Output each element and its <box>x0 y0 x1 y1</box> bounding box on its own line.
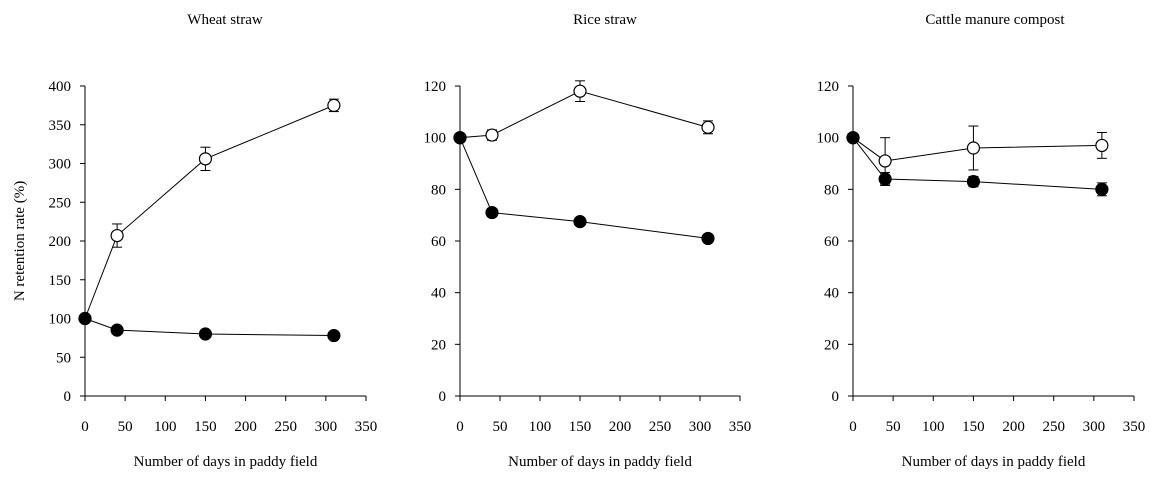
y-tick-label: 250 <box>49 195 72 211</box>
series-line <box>459 137 709 239</box>
chart-panel-2: Rice straw 0 20 40 60 80 100 120 0 50 100 150 200 250… <box>424 12 752 470</box>
chart-panel-1: Wheat straw 0 50 100 150 200 250 300 350 400 0 50 10… <box>12 12 377 470</box>
x-tick-label: 50 <box>493 419 508 435</box>
x-tick-label: 100 <box>922 419 945 435</box>
chart-title: Cattle manure compost <box>925 12 1065 28</box>
data-point-filled <box>846 131 860 145</box>
data-point-filled <box>198 327 213 341</box>
data-point-open <box>573 84 587 98</box>
series-line <box>852 137 1102 162</box>
y-tick-label: 300 <box>49 157 72 173</box>
y-axis-label: N retention rate (%) <box>12 181 28 301</box>
y-tick-label: 400 <box>49 79 72 95</box>
data-point-filled <box>701 231 715 246</box>
x-tick-label: 100 <box>154 419 177 435</box>
x-tick-label: 50 <box>118 419 133 435</box>
y-tick-label: 40 <box>824 286 839 302</box>
data-point-open <box>327 98 341 112</box>
series-line <box>852 137 1102 190</box>
series-line <box>84 318 334 337</box>
series-filled <box>453 131 715 246</box>
x-tick-label: 100 <box>529 419 552 435</box>
x-axis-label: Number of days in paddy field <box>134 454 318 470</box>
x-tick-label: 200 <box>1002 419 1025 435</box>
data-point-filled <box>78 311 92 326</box>
y-tick-label: 80 <box>824 182 839 198</box>
x-tick-label: 150 <box>194 419 217 435</box>
data-point-open <box>198 152 213 166</box>
y-tick-label: 20 <box>431 337 446 353</box>
y-tick-label: 40 <box>431 286 446 302</box>
series-line <box>459 90 709 139</box>
x-tick-label: 0 <box>81 419 89 435</box>
x-axis-label: Number of days in paddy field <box>508 454 692 470</box>
data-point-open <box>110 228 124 243</box>
y-tick-label: 100 <box>424 131 447 147</box>
data-point-open <box>701 120 715 134</box>
x-tick-label: 350 <box>355 419 378 435</box>
data-point-open <box>485 128 499 142</box>
series-open <box>453 80 715 145</box>
y-tick-label: 0 <box>64 389 72 405</box>
x-tick-label: 0 <box>456 419 464 435</box>
data-point-filled <box>485 205 499 220</box>
data-point-filled <box>453 131 467 145</box>
y-tick-label: 120 <box>817 79 840 95</box>
x-tick-label: 300 <box>1083 419 1106 435</box>
x-axis-label: Number of days in paddy field <box>902 454 1086 470</box>
x-tick-label: 350 <box>1123 419 1146 435</box>
chart-title: Rice straw <box>573 12 637 28</box>
data-point-open <box>878 154 892 168</box>
series-line <box>84 104 335 319</box>
series-filled <box>846 131 1109 197</box>
y-tick-label: 50 <box>56 350 71 366</box>
y-tick-label: 200 <box>49 234 72 250</box>
y-tick-label: 120 <box>424 79 447 95</box>
x-tick-label: 250 <box>274 419 297 435</box>
x-tick-label: 50 <box>886 419 901 435</box>
data-point-filled <box>966 174 981 189</box>
y-tick-label: 20 <box>824 337 839 353</box>
y-tick-label: 100 <box>49 312 72 328</box>
data-point-filled <box>878 172 892 186</box>
y-tick-label: 60 <box>824 234 839 250</box>
series-filled <box>78 311 341 343</box>
data-point-open <box>1095 138 1109 153</box>
series-open <box>78 98 341 326</box>
chart-title: Wheat straw <box>187 12 263 28</box>
y-tick-label: 80 <box>431 182 446 198</box>
x-tick-label: 250 <box>1042 419 1065 435</box>
y-tick-label: 0 <box>439 389 447 405</box>
x-tick-label: 250 <box>649 419 672 435</box>
x-tick-label: 0 <box>849 419 857 435</box>
x-tick-label: 300 <box>689 419 712 435</box>
data-point-filled <box>573 215 587 229</box>
chart-panel-3: Cattle manure compost 0 20 40 60 80 100 120 0 50 1… <box>817 12 1146 470</box>
y-tick-label: 0 <box>832 389 840 405</box>
data-point-filled <box>327 328 341 343</box>
y-tick-label: 150 <box>49 273 72 289</box>
x-tick-label: 200 <box>234 419 257 435</box>
data-point-filled <box>1095 182 1109 196</box>
x-tick-label: 150 <box>962 419 985 435</box>
data-point-filled <box>110 323 124 337</box>
data-point-open <box>966 141 981 155</box>
y-tick-label: 60 <box>431 234 446 250</box>
x-tick-label: 150 <box>569 419 592 435</box>
x-tick-label: 350 <box>729 419 752 435</box>
x-tick-label: 200 <box>609 419 632 435</box>
x-tick-label: 300 <box>315 419 338 435</box>
y-tick-label: 100 <box>817 131 840 147</box>
y-tick-label: 350 <box>49 118 72 134</box>
